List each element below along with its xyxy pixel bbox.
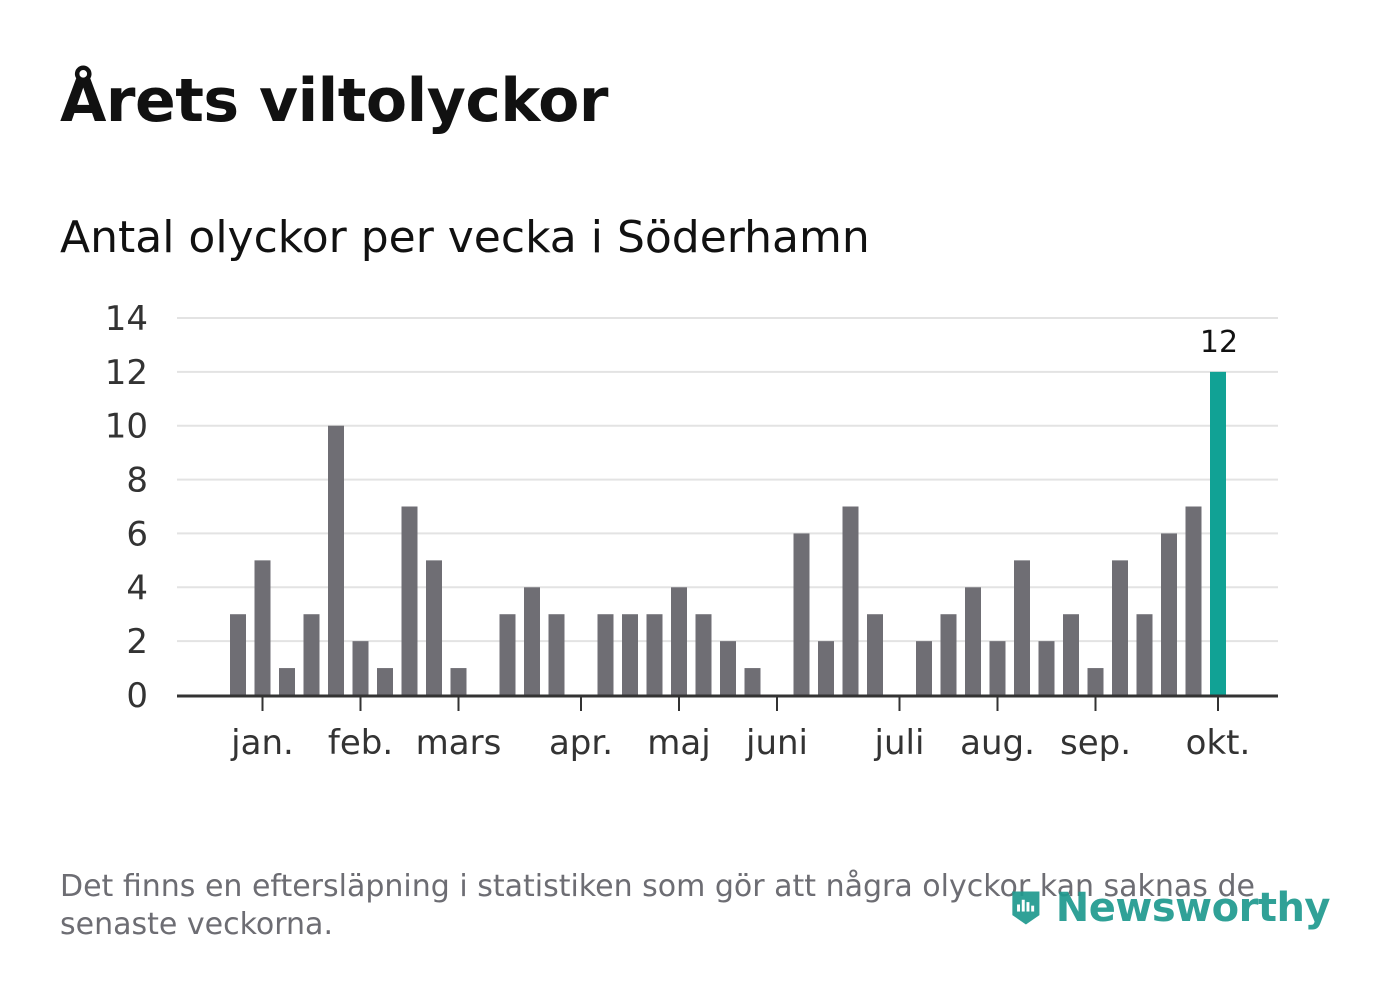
bar (867, 614, 883, 695)
y-tick-label: 4 (126, 568, 148, 608)
x-tick-label: aug. (960, 723, 1035, 763)
bar (230, 614, 246, 695)
footnote: Det finns en eftersläpning i statistiken… (60, 869, 1255, 942)
x-tick-label: juni (745, 723, 808, 763)
bar (1063, 614, 1079, 695)
bar (426, 560, 442, 695)
bar (279, 668, 295, 695)
y-tick-label: 8 (126, 461, 148, 501)
chart-title: Årets viltolyckor (60, 66, 609, 136)
bar (720, 641, 736, 695)
bar (671, 587, 687, 695)
bar (695, 614, 712, 695)
bar (377, 668, 393, 695)
bar (1014, 560, 1030, 695)
logo-text: Newsworthy (1055, 885, 1331, 931)
bar (793, 533, 810, 695)
bar (499, 614, 516, 695)
bar (254, 560, 271, 695)
bar (842, 506, 859, 695)
chart-subtitle: Antal olyckor per vecka i Söderhamn (60, 212, 870, 263)
y-axis-tick-labels: 0 2 4 6 8 10 12 14 (105, 299, 148, 716)
gridlines (177, 317, 1278, 643)
bar (1136, 614, 1153, 695)
bar (450, 668, 467, 695)
bar-chart: 0 2 4 6 8 10 12 14 jan. feb. mars apr. maj juni juli a… (105, 299, 1278, 763)
bar (328, 425, 344, 695)
bar (1112, 560, 1128, 695)
bars (230, 371, 1226, 695)
bar-highlighted (1210, 371, 1226, 695)
newsworthy-logo: Newsworthy (1010, 876, 1331, 940)
bar (401, 506, 418, 695)
bar (352, 641, 369, 695)
bar (1038, 641, 1055, 695)
x-tick-label: sep. (1060, 723, 1131, 763)
bar (646, 614, 663, 695)
y-tick-label: 14 (105, 299, 148, 339)
bar (1161, 533, 1177, 695)
y-tick-label: 12 (105, 353, 148, 393)
bar (965, 587, 981, 695)
bar (916, 641, 932, 695)
x-tick-label: apr. (549, 723, 613, 763)
bar (818, 641, 834, 695)
y-tick-label: 2 (126, 622, 148, 662)
x-tick-label: juli (874, 723, 925, 763)
annotations: 12 (1200, 325, 1238, 360)
x-tick-label: okt. (1186, 723, 1251, 763)
bar (989, 641, 1006, 695)
highlight-value-label: 12 (1200, 325, 1238, 360)
x-axis: jan. feb. mars apr. maj juni juli aug. sep. okt. (177, 694, 1278, 763)
y-tick-label: 10 (105, 407, 148, 447)
y-tick-label: 0 (126, 676, 148, 716)
bar (303, 614, 320, 695)
x-tick-label: maj (647, 723, 710, 763)
x-tick-label: feb. (328, 723, 393, 763)
newsworthy-logo-icon (1012, 891, 1040, 925)
bar (548, 614, 565, 695)
x-tick-label: mars (416, 723, 502, 763)
bar (940, 614, 957, 695)
bar (744, 668, 761, 695)
bar (597, 614, 614, 695)
bar (524, 587, 540, 695)
x-tick-label: jan. (230, 723, 294, 763)
bar (622, 614, 638, 695)
y-tick-label: 6 (126, 514, 148, 554)
bar (1185, 506, 1202, 695)
bar (1087, 668, 1104, 695)
